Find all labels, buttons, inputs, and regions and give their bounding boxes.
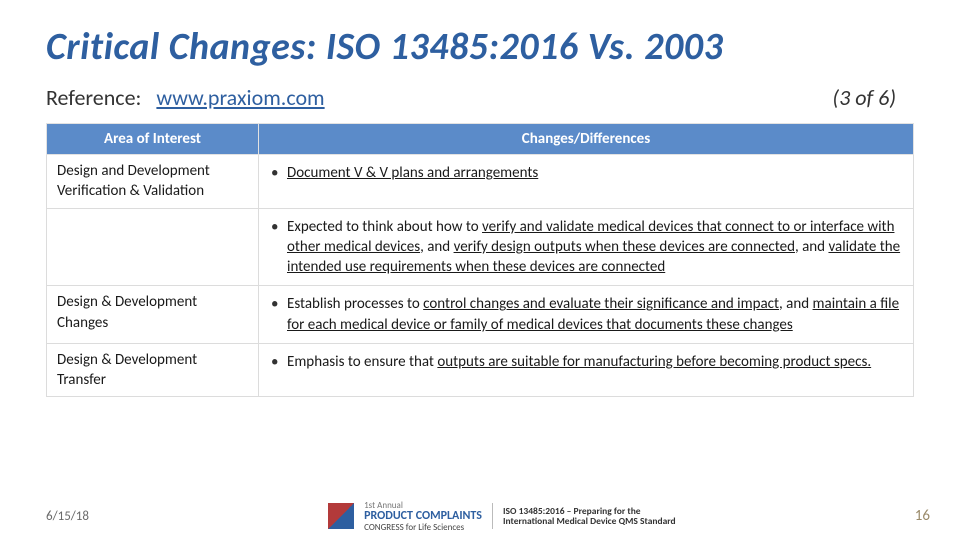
slide: Critical Changes: ISO 13485:2016 Vs. 200… <box>0 0 960 540</box>
bullet-item: Expected to think about how to verify an… <box>269 217 903 278</box>
col-header-area: Area of Interest <box>47 124 259 155</box>
footer-logo: 1st Annual PRODUCT COMPLAINTS CONGRESS f… <box>328 501 676 532</box>
slide-title: Critical Changes: ISO 13485:2016 Vs. 200… <box>46 24 914 70</box>
logo-text-right: ISO 13485:2016 – Preparing for the Inter… <box>503 506 676 527</box>
footer: 6/15/18 1st Annual PRODUCT COMPLAINTS CO… <box>46 501 930 532</box>
page-of-label: (3 of 6) <box>832 84 914 111</box>
footer-date: 6/15/18 <box>46 509 89 524</box>
area-cell: Design and Development Verification & Va… <box>47 155 259 209</box>
reference-row: Reference: www.praxiom.com (3 of 6) <box>46 84 914 111</box>
changes-cell: Expected to think about how to verify an… <box>259 208 914 286</box>
bullet-item: Document V & V plans and arrangements <box>269 163 903 183</box>
area-cell <box>47 208 259 286</box>
logo-divider <box>492 503 493 529</box>
logo-text-left: 1st Annual PRODUCT COMPLAINTS CONGRESS f… <box>364 501 482 532</box>
footer-page-number: 16 <box>915 507 930 525</box>
bullet-item: Emphasis to ensure that outputs are suit… <box>269 352 903 372</box>
table-row: Design and Development Verification & Va… <box>47 155 914 209</box>
area-cell: Design & Development Transfer <box>47 343 259 397</box>
bullet-text: Document V & V plans and arrangements <box>287 164 538 182</box>
table-row: Design & Development Changes Establish p… <box>47 286 914 344</box>
changes-cell: Emphasis to ensure that outputs are suit… <box>259 343 914 397</box>
changes-cell: Establish processes to control changes a… <box>259 286 914 344</box>
table-row: Design & Development Transfer Emphasis t… <box>47 343 914 397</box>
reference-label: Reference: <box>46 84 141 111</box>
logo-icon <box>328 503 354 529</box>
bullet-item: Establish processes to control changes a… <box>269 294 903 335</box>
reference-block: Reference: www.praxiom.com <box>46 84 325 111</box>
changes-cell: Document V & V plans and arrangements <box>259 155 914 209</box>
table-row: Expected to think about how to verify an… <box>47 208 914 286</box>
area-cell: Design & Development Changes <box>47 286 259 344</box>
col-header-changes: Changes/Differences <box>259 124 914 155</box>
reference-link[interactable]: www.praxiom.com <box>156 84 324 111</box>
changes-table: Area of Interest Changes/Differences Des… <box>46 123 914 397</box>
